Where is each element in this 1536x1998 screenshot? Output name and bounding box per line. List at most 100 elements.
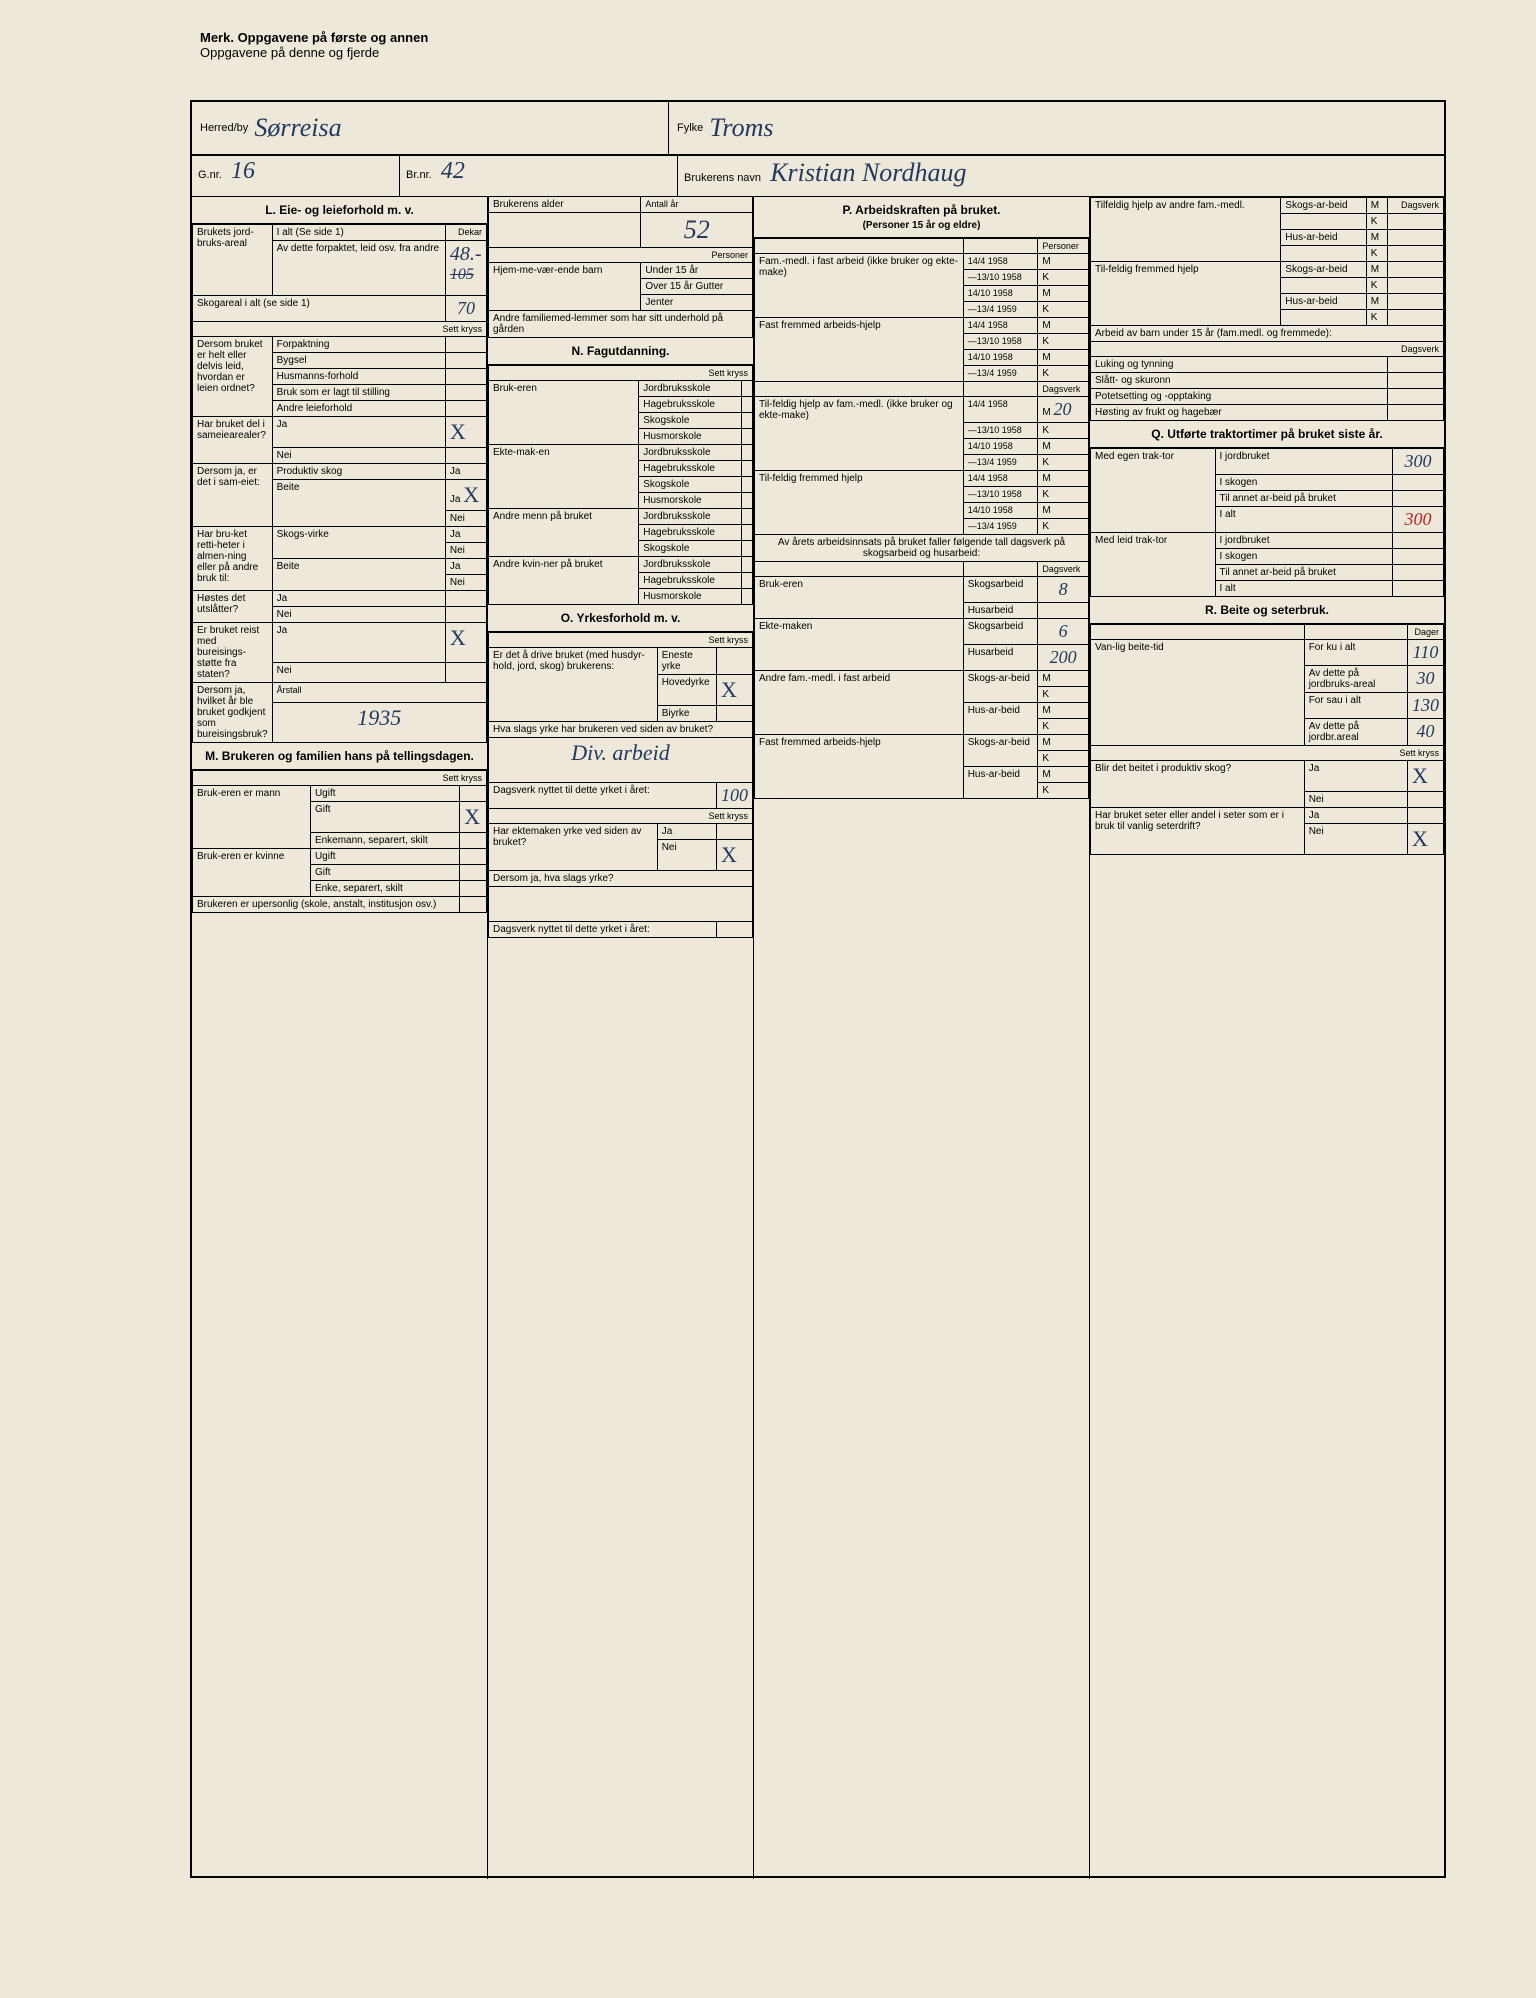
andrefam-p: Andre fam.-medl. i fast arbeid	[755, 671, 964, 735]
section-M-table: Sett kryss Bruk-eren er mann Ugift GiftX…	[192, 770, 487, 913]
hosting: Høsting av frukt og hagebær	[1091, 405, 1388, 421]
skogareal-label: Skogareal i alt (se side 1)	[193, 296, 446, 322]
jord-3: Jordbruksskole	[639, 509, 741, 525]
section-Q-title: Q. Utførte traktortimer på bruket siste …	[1090, 421, 1444, 448]
section-L-table: Brukets jord-bruks-areal I alt (Se side …	[192, 224, 487, 743]
form-page: Merk. Oppgavene på første og annen Oppga…	[0, 0, 1536, 1998]
arbeidbarn: Arbeid av barn under 15 år (fam.medl. og…	[1091, 326, 1444, 342]
skog-2: Skogskole	[639, 477, 741, 493]
alder-value: 52	[641, 213, 753, 248]
tilfeldig-fam: Til-feldig hjelp av fam.-medl. (ikke bru…	[755, 397, 964, 471]
herred-label: Herred/by	[200, 122, 248, 134]
column-Q-R: Tilfeldig hjelp av andre fam.-medl. Skog…	[1090, 197, 1444, 1879]
husarbeid-2: Husarbeid	[963, 645, 1038, 671]
iskog-1: I skogen	[1215, 475, 1393, 491]
nei-r1: Nei	[1304, 792, 1407, 808]
skog-6: 6	[1038, 619, 1089, 645]
p1958c-1: 14/10 1958	[963, 286, 1038, 302]
forku: For ku i alt	[1304, 640, 1407, 666]
ektemaken-yrke: Har ektemaken yrke ved siden av bruket?	[489, 824, 658, 871]
ja-4: Ja	[445, 527, 486, 543]
settkryss-n: Sett kryss	[489, 366, 753, 381]
nei-3: Nei	[445, 511, 486, 527]
section-N-table: Sett kryss Bruk-eren Jordbruksskole Hage…	[488, 365, 753, 605]
M-1: M	[1038, 254, 1089, 270]
personer-hdr: Personer	[489, 248, 753, 263]
harseter: Har bruket seter eller andel i seter som…	[1091, 808, 1305, 855]
avdette2: Av dette på jordbr.areal	[1304, 719, 1407, 746]
luking: Luking og tynning	[1091, 357, 1388, 373]
husmor-1: Husmorskole	[639, 429, 741, 445]
column-L-M: L. Eie- og leieforhold m. v. Brukets jor…	[192, 197, 488, 1879]
hvaslags-val: Div. arbeid	[489, 738, 753, 783]
avdette-label: Av dette forpaktet, leid osv. fra andre	[272, 241, 445, 296]
iskog-2: I skogen	[1215, 549, 1393, 565]
slatt: Slått- og skuronn	[1091, 373, 1388, 389]
bruksom: Bruk som er lagt til stilling	[272, 385, 445, 401]
husarbeid-1: Husarbeid	[963, 603, 1038, 619]
hjemme: Hjem-me-vær-ende barn	[489, 263, 641, 311]
husmor-4: Husmorskole	[639, 589, 741, 605]
ja-r1: Ja	[1304, 761, 1407, 792]
nei-5: Nei	[445, 575, 486, 591]
bygsel: Bygsel	[272, 353, 445, 369]
merk-note: Merk. Oppgavene på første og annen Oppga…	[200, 30, 428, 60]
arstall-label: Årstall	[272, 683, 486, 703]
hage-4: Hagebruksskole	[639, 573, 741, 589]
avdette-r: Av dette på jordbruks-areal	[1304, 666, 1407, 693]
vanlig: Van-lig beite-tid	[1091, 640, 1305, 746]
dagsverk-o2: Dagsverk nyttet til dette yrket i året:	[489, 922, 717, 938]
ugift-k: Ugift	[310, 849, 459, 865]
andrekvinner: Andre kvin-ner på bruket	[489, 557, 639, 605]
andremenn: Andre menn på bruket	[489, 509, 639, 557]
dekar-label: Dekar	[445, 225, 486, 241]
ja-7: Ja	[272, 623, 445, 663]
jord-2: Jordbruksskole	[639, 445, 741, 461]
ialt-1: I alt	[1215, 507, 1393, 533]
hoved: Hovedyrke	[657, 675, 716, 706]
husmor-2: Husmorskole	[639, 493, 741, 509]
section-R-table: Dager Van-lig beite-tid For ku i alt110 …	[1090, 624, 1444, 855]
form-body: L. Eie- og leieforhold m. v. Brukets jor…	[192, 197, 1444, 1879]
ja-r2: Ja	[1304, 808, 1407, 824]
jenter: Jenter	[641, 295, 753, 311]
husmanns: Husmanns-forhold	[272, 369, 445, 385]
forsau-v: 130	[1407, 693, 1443, 719]
beite-1: Beite	[272, 480, 445, 527]
hoved-x: X	[716, 675, 752, 706]
section-L-title: L. Eie- og leieforhold m. v.	[192, 197, 487, 224]
ialt-value: 48.-	[450, 243, 482, 265]
skog-8: 8	[1038, 577, 1089, 603]
dersom-o: Dersom ja, hva slags yrke?	[489, 871, 753, 887]
nei-6: Nei	[272, 607, 445, 623]
avdette2-v: 40	[1407, 719, 1443, 746]
herred-value: Sørreisa	[254, 113, 341, 143]
andrefam: Andre familiemed-lemmer som har sitt und…	[489, 311, 753, 338]
potet: Potetsetting og -opptaking	[1091, 389, 1388, 405]
section-P-table: Personer Fam.-medl. i fast arbeid (ikke …	[754, 238, 1089, 799]
fylke-label: Fylke	[677, 122, 703, 134]
gnr-value: 16	[231, 158, 255, 184]
hvaslags: Hva slags yrke har brukeren ved siden av…	[489, 722, 753, 738]
biyrke: Biyrke	[657, 706, 716, 722]
ialt-2: I alt	[1215, 581, 1393, 597]
brnr-label: Br.nr.	[406, 169, 432, 181]
avdette-v: 30	[1407, 666, 1443, 693]
tilannet-2: Til annet ar-beid på bruket	[1215, 565, 1393, 581]
skogsarbeid-2: Skogsarbeid	[963, 619, 1038, 645]
p1958b-1: —13/10 1958	[963, 270, 1038, 286]
personer-p: Personer	[1038, 239, 1089, 254]
forpaktning: Forpaktning	[272, 337, 445, 353]
settkryss-o2: Sett kryss	[489, 809, 753, 824]
ja-1: Ja	[272, 417, 445, 448]
utslatter: Høstes det utslåtter?	[193, 591, 273, 623]
medleid: Med leid trak-tor	[1091, 533, 1216, 597]
settkryss-r: Sett kryss	[1091, 746, 1444, 761]
brukeren-mann: Bruk-eren er mann	[193, 786, 311, 849]
right-p-table: Tilfeldig hjelp av andre fam.-medl. Skog…	[1090, 197, 1444, 421]
hus-200: 200	[1038, 645, 1089, 671]
godkjent: Dersom ja, hvilket år ble bruket godkjen…	[193, 683, 273, 743]
q-300: 300	[1393, 449, 1444, 475]
sameie-ja-x: X	[445, 417, 486, 448]
section-M-title: M. Brukeren og familien hans på tellings…	[192, 743, 487, 770]
